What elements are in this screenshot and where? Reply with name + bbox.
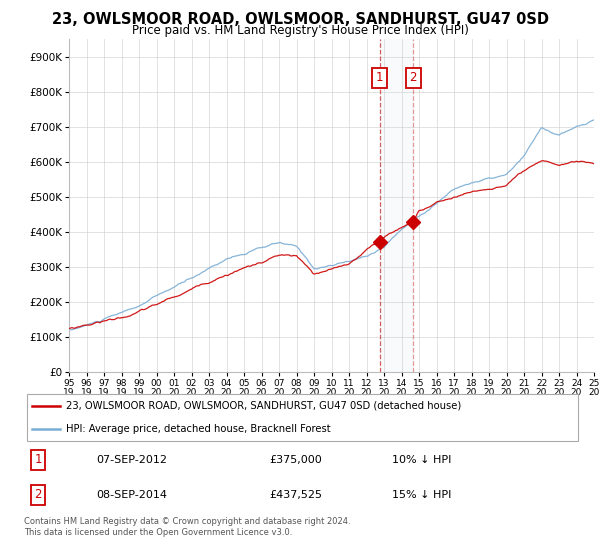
Text: HPI: Average price, detached house, Bracknell Forest: HPI: Average price, detached house, Brac… <box>66 424 331 434</box>
FancyBboxPatch shape <box>27 394 578 441</box>
Text: 07-SEP-2012: 07-SEP-2012 <box>97 455 167 465</box>
Text: 2: 2 <box>409 71 417 85</box>
Text: 10% ↓ HPI: 10% ↓ HPI <box>392 455 452 465</box>
Text: Price paid vs. HM Land Registry's House Price Index (HPI): Price paid vs. HM Land Registry's House … <box>131 24 469 37</box>
Text: 2: 2 <box>34 488 42 501</box>
Text: 23, OWLSMOOR ROAD, OWLSMOOR, SANDHURST, GU47 0SD (detached house): 23, OWLSMOOR ROAD, OWLSMOOR, SANDHURST, … <box>66 400 461 410</box>
Text: 1: 1 <box>34 454 42 466</box>
Text: £437,525: £437,525 <box>269 490 323 500</box>
Text: £375,000: £375,000 <box>269 455 322 465</box>
Text: 23, OWLSMOOR ROAD, OWLSMOOR, SANDHURST, GU47 0SD: 23, OWLSMOOR ROAD, OWLSMOOR, SANDHURST, … <box>52 12 548 27</box>
Text: Contains HM Land Registry data © Crown copyright and database right 2024.
This d: Contains HM Land Registry data © Crown c… <box>24 517 350 537</box>
Text: 1: 1 <box>376 71 383 85</box>
Text: 08-SEP-2014: 08-SEP-2014 <box>97 490 167 500</box>
Bar <box>380 39 413 372</box>
Text: 15% ↓ HPI: 15% ↓ HPI <box>392 490 452 500</box>
